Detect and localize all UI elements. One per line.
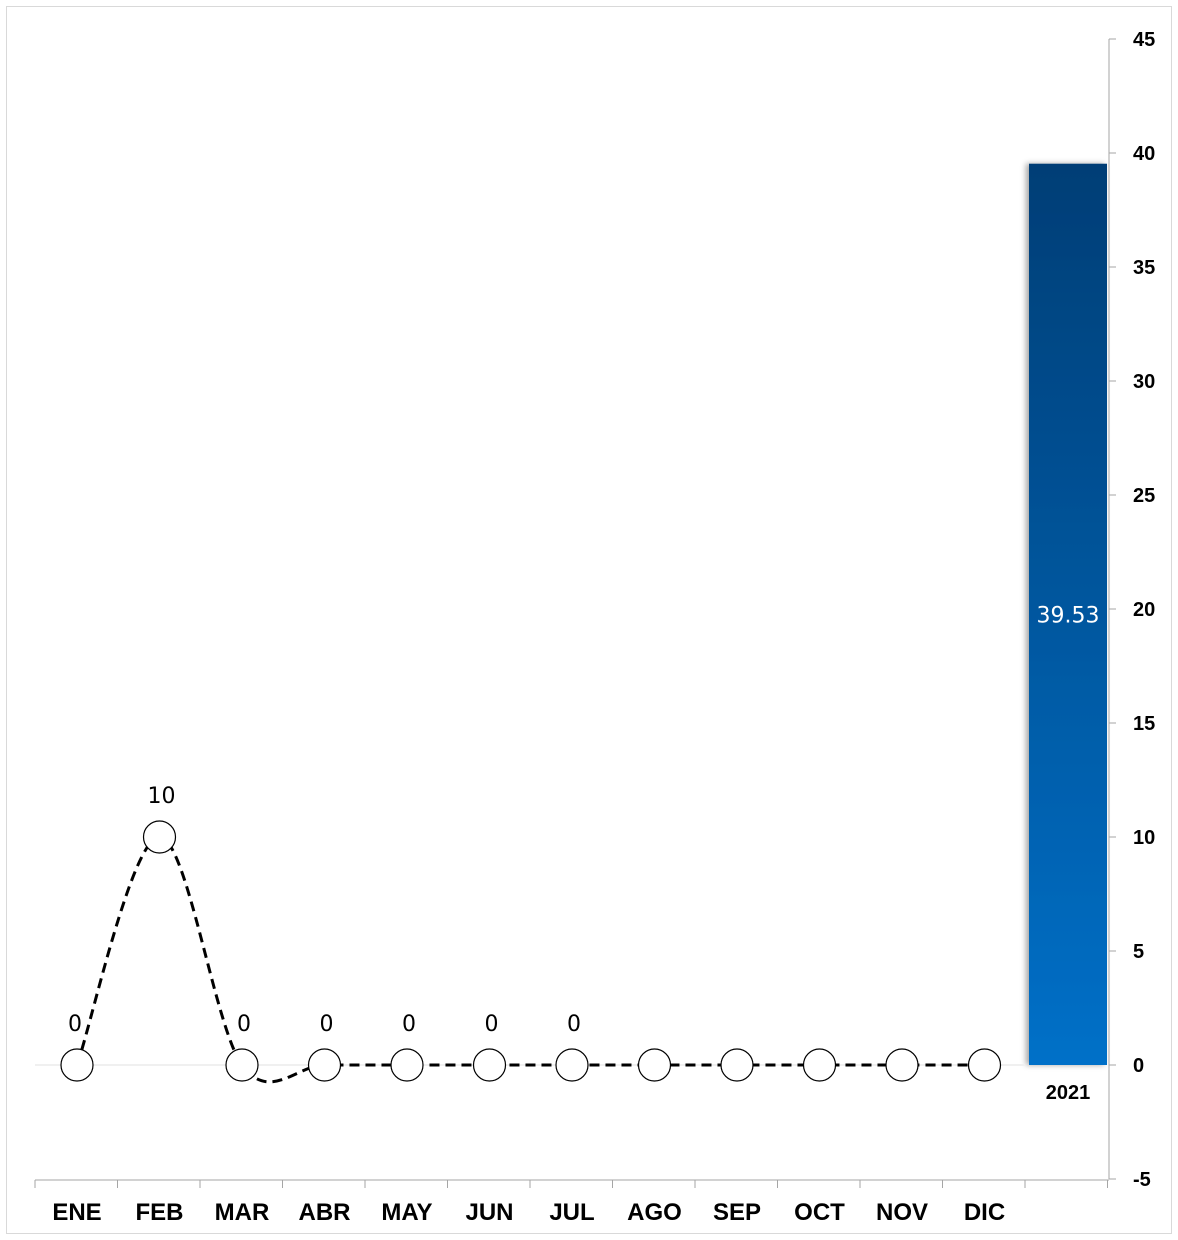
series-marker [307,1048,342,1082]
series-marker [967,1048,1002,1082]
x-tick-label: JUL [549,1199,594,1226]
series-line [75,835,985,1084]
series-data-label: 0 [320,1012,334,1037]
bar-category-label: 2021 [1046,1082,1091,1104]
y-tick-label: 5 [1133,941,1144,963]
y-tick-label: 15 [1133,713,1155,735]
bar-layer [1029,163,1107,1065]
line-layer [60,820,1002,1084]
x-tick-label: ENE [52,1199,101,1226]
series-marker [60,1048,94,1082]
x-tick-label: FEB [136,1199,184,1226]
x-tick-label: AGO [627,1199,682,1226]
x-tick-label: MAR [215,1199,270,1226]
axis-layer: ENE FEB MAR ABR MAY JUN JUL AGO SEP OCT NOV DIC -5 0 5… [34,29,1155,1226]
series-marker [225,1048,259,1082]
y-tick-label: 10 [1133,827,1155,849]
label-layer: 39.53 2021 0 10 0 0 0 0 0 [68,603,1099,1104]
x-tick-label: JUN [465,1199,513,1226]
series-marker [637,1048,672,1082]
series-marker [802,1048,837,1082]
x-tick-label: MAY [381,1199,432,1226]
series-data-label: 10 [148,784,176,809]
series-marker [720,1048,754,1082]
series-marker [390,1048,424,1082]
series-data-label: 0 [402,1012,416,1037]
x-tick-label: OCT [794,1199,845,1226]
x-tick-label: DIC [964,1199,1005,1226]
y-tick-label: 45 [1133,29,1155,51]
y-tick-label: 0 [1133,1055,1144,1077]
bar-2021 [1029,163,1107,1065]
series-marker [885,1048,919,1082]
x-tick-label: NOV [876,1199,928,1226]
y-tick-label: 20 [1133,599,1155,621]
y-tick-label: -5 [1133,1169,1151,1191]
x-tick-label: ABR [299,1199,351,1226]
series-marker [472,1048,507,1082]
series-data-label: 0 [485,1012,499,1037]
y-tick-label: 30 [1133,371,1155,393]
y-tick-label: 40 [1133,143,1155,165]
y-tick-label: 25 [1133,485,1155,507]
series-data-label: 0 [567,1012,581,1037]
series-marker [555,1048,589,1082]
series-marker [142,820,177,854]
y-tick-label: 35 [1133,257,1155,279]
x-tick-label: SEP [713,1199,761,1226]
chart-frame [6,6,1172,1234]
bar-data-label: 39.53 [1037,603,1100,628]
series-data-label: 0 [68,1012,82,1037]
series-data-label: 0 [237,1012,251,1037]
